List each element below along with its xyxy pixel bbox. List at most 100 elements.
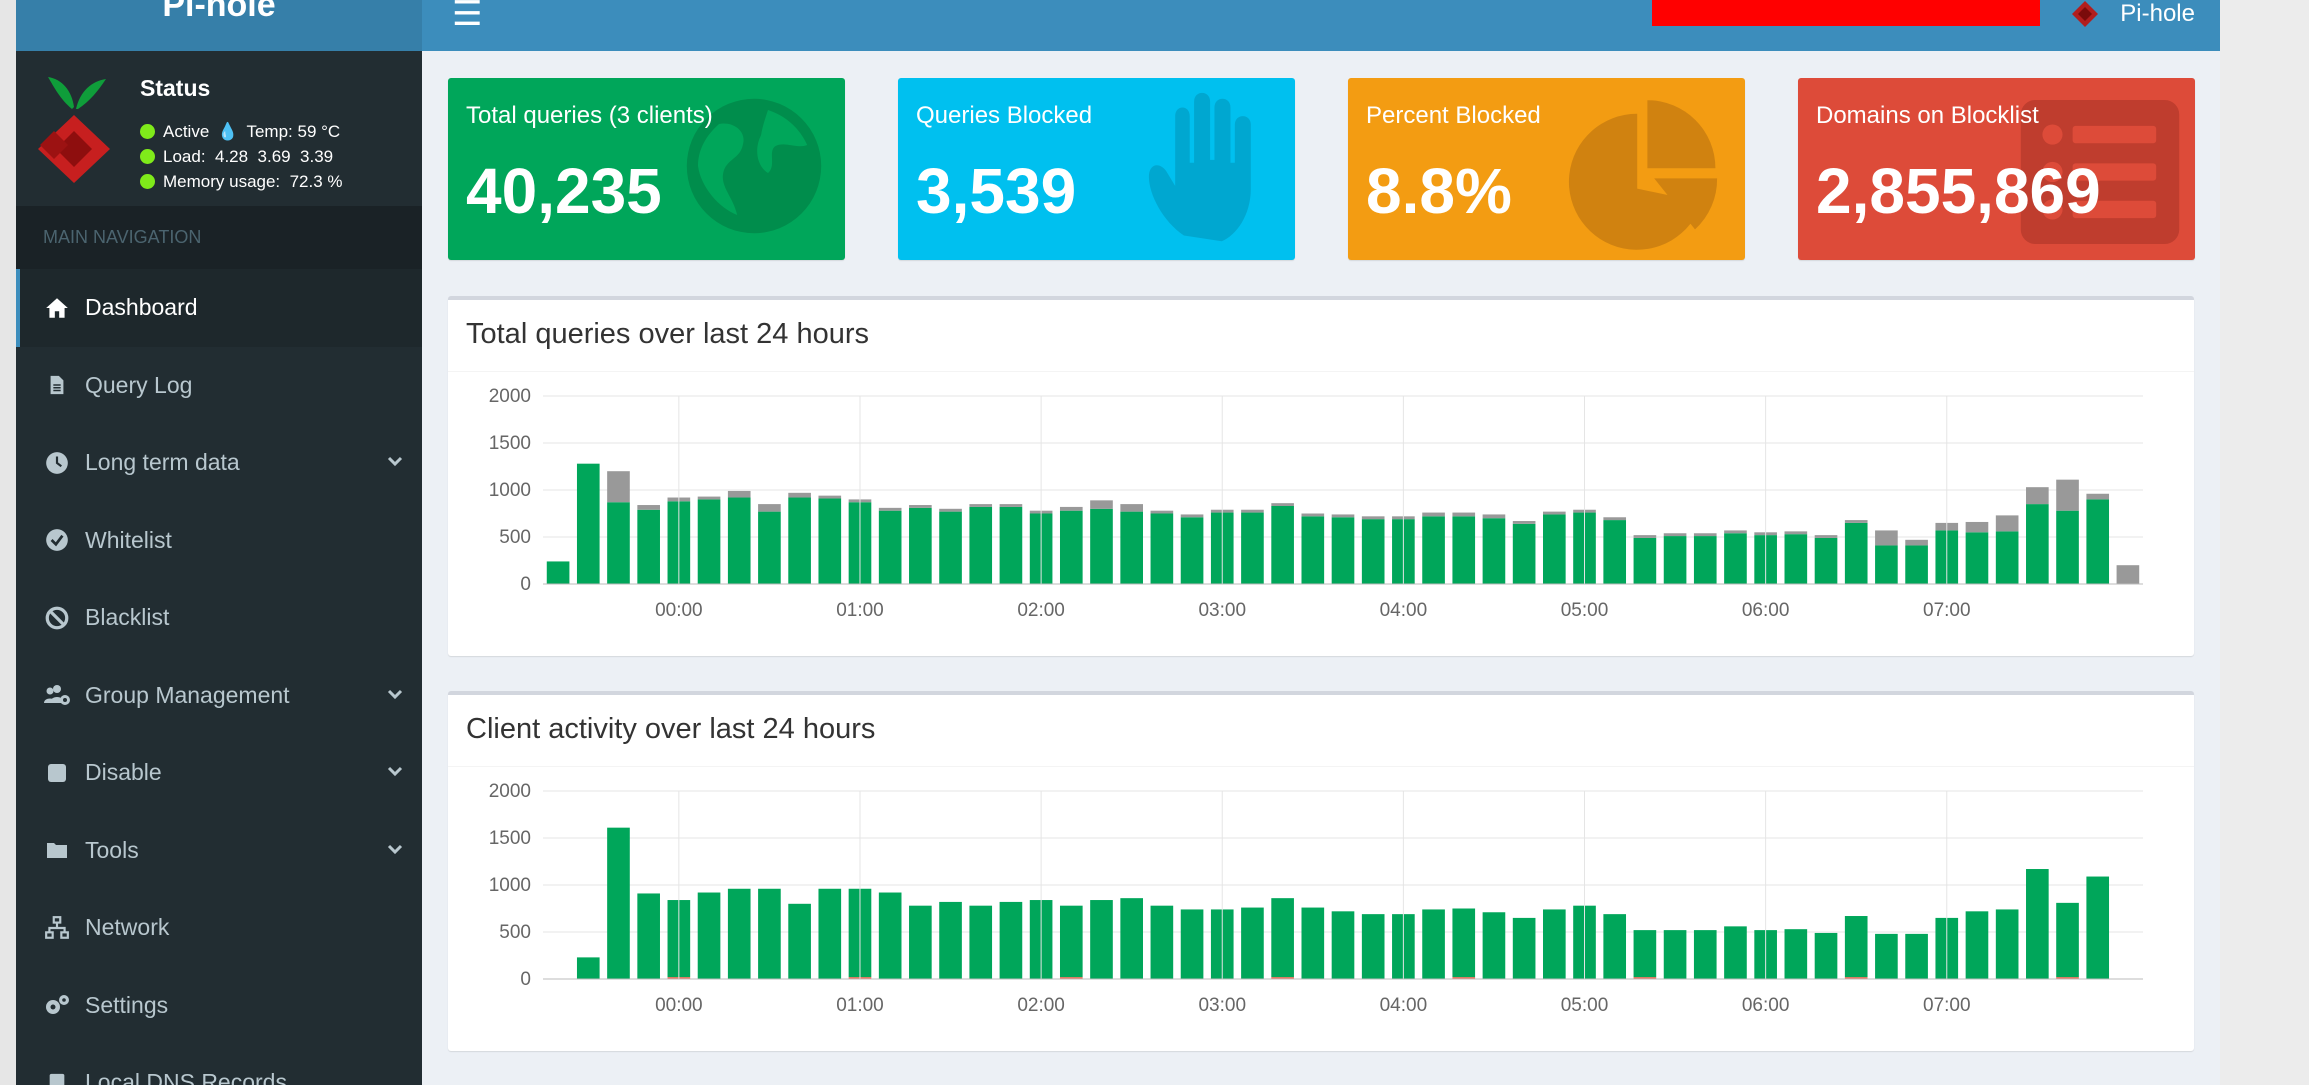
user-menu[interactable]: Pi-hole bbox=[2070, 0, 2195, 34]
sidebar-item-blacklist[interactable]: Blacklist bbox=[16, 579, 422, 657]
chart-bar bbox=[1059, 905, 1083, 978]
chart-bar bbox=[1059, 510, 1083, 584]
chart-bar bbox=[909, 507, 932, 584]
sidebar-item-network[interactable]: Network bbox=[16, 889, 422, 967]
total-queries-chart[interactable]: 2000 1500 1000 500 0 00:00 01:00 02:00 03:00 04:0… bbox=[448, 380, 2194, 650]
sidebar-item-label: Disable bbox=[85, 759, 162, 786]
sidebar-item-label: Tools bbox=[85, 836, 139, 863]
chevron-down-icon bbox=[387, 456, 403, 467]
chart-bar bbox=[1814, 535, 1838, 538]
queries-blocked-value: 3,539 bbox=[916, 155, 1077, 227]
status-memory: Memory usage: 72.3 % bbox=[163, 172, 343, 191]
chart-bar bbox=[1633, 930, 1657, 978]
total-queries-box[interactable]: Total queries (3 clients) 40,235 bbox=[448, 78, 845, 260]
chart-bar bbox=[788, 903, 811, 979]
sidebar-item-whitelist[interactable]: Whitelist bbox=[16, 502, 422, 580]
cogs-icon bbox=[43, 991, 71, 1019]
sidebar-item-query-log[interactable]: Query Log bbox=[16, 347, 422, 425]
sidebar-item-tools[interactable]: Tools bbox=[16, 812, 422, 890]
sidebar-item-long-term-data[interactable]: Long term data bbox=[16, 424, 422, 502]
chart-bar bbox=[1814, 932, 1838, 979]
x-tick-label: 01:00 bbox=[836, 600, 884, 621]
chart-bar bbox=[1271, 505, 1294, 584]
x-tick-label: 06:00 bbox=[1742, 600, 1790, 621]
chart-bar bbox=[1844, 977, 1868, 979]
queries-blocked-box[interactable]: Queries Blocked 3,539 bbox=[898, 78, 1295, 260]
chart-bar bbox=[909, 505, 932, 508]
chart-bar bbox=[2056, 510, 2079, 584]
logo-text: Pi-hole bbox=[162, 0, 276, 24]
chart-bar bbox=[2086, 493, 2110, 500]
memory-status-dot-icon bbox=[140, 174, 155, 189]
chart-bar bbox=[2056, 479, 2079, 511]
chart-bar bbox=[1482, 912, 1506, 979]
percent-blocked-box[interactable]: Percent Blocked 8.8% bbox=[1348, 78, 1745, 260]
chart-bar bbox=[818, 495, 842, 499]
domains-on-blocklist-label: Domains on Blocklist bbox=[1816, 102, 2039, 129]
logo[interactable]: Pi-hole bbox=[16, 0, 422, 51]
chart-bar bbox=[1543, 511, 1566, 515]
y-tick-label: 500 bbox=[499, 922, 531, 943]
chart-bar bbox=[1603, 517, 1627, 521]
chart-bar bbox=[1693, 930, 1717, 979]
chart-bar bbox=[1844, 520, 1868, 523]
chart-bar bbox=[1180, 517, 1204, 584]
chart-bar bbox=[1633, 537, 1657, 584]
sidebar-item-settings[interactable]: Settings bbox=[16, 967, 422, 1045]
chart-bar bbox=[1603, 914, 1627, 979]
check-circle-icon bbox=[43, 526, 71, 554]
ban-icon bbox=[43, 604, 71, 632]
status-lines: Active 💧 Temp: 59 °C Load: 4.28 3.69 3.3… bbox=[140, 119, 343, 194]
y-tick-label: 500 bbox=[499, 527, 531, 548]
clock-icon bbox=[43, 449, 71, 477]
chart-bar bbox=[999, 506, 1023, 584]
chart-bar bbox=[939, 511, 962, 584]
sidebar-item-label: Group Management bbox=[85, 681, 290, 708]
y-tick-label: 1000 bbox=[489, 480, 531, 501]
chart-bar bbox=[1512, 521, 1536, 524]
total-queries-chart-box: Total queries over last 24 hours 2000 150… bbox=[448, 296, 2194, 656]
total-queries-label: Total queries (3 clients) bbox=[466, 102, 713, 129]
status-memory-line: Memory usage: 72.3 % bbox=[140, 169, 343, 194]
chart-divider bbox=[448, 766, 2194, 767]
x-tick-label: 00:00 bbox=[655, 600, 703, 621]
chart-bar bbox=[576, 463, 600, 584]
sidebar-item-label: Network bbox=[85, 914, 170, 941]
domains-on-blocklist-box[interactable]: Domains on Blocklist 2,855,869 bbox=[1798, 78, 2195, 260]
chart-title: Total queries over last 24 hours bbox=[466, 318, 869, 350]
chart-bar bbox=[697, 892, 721, 979]
sidebar-item-local-dns-records[interactable]: Local DNS Records bbox=[16, 1044, 422, 1085]
chart-bar bbox=[1241, 907, 1264, 979]
chart-bar bbox=[788, 497, 811, 584]
chart-bar bbox=[1271, 977, 1294, 979]
chart-bar bbox=[1452, 977, 1476, 979]
chart-bar bbox=[1331, 514, 1355, 518]
sidebar-item-group-management[interactable]: Group Management bbox=[16, 657, 422, 735]
chart-bar bbox=[1905, 545, 1928, 584]
chart-bar bbox=[1512, 523, 1536, 584]
client-activity-chart[interactable]: 2000 1500 1000 500 0 00:00 01:00 02:00 03:00 04:0… bbox=[448, 775, 2194, 1045]
x-tick-label: 04:00 bbox=[1380, 600, 1428, 621]
chart-bar bbox=[788, 492, 811, 498]
sidebar-item-label: Local DNS Records bbox=[85, 1069, 287, 1085]
chart-bar bbox=[697, 496, 721, 500]
sidebar-item-disable[interactable]: Disable bbox=[16, 734, 422, 812]
chart-bar bbox=[1844, 916, 1868, 978]
chart-bar bbox=[1422, 516, 1445, 584]
chart-bar bbox=[2026, 504, 2049, 584]
chart-bar bbox=[2026, 487, 2049, 505]
chart-bar bbox=[607, 471, 630, 503]
chart-bar bbox=[2086, 876, 2110, 979]
chevron-down-icon bbox=[387, 689, 403, 699]
status-load-line: Load: 4.28 3.69 3.39 bbox=[140, 144, 343, 169]
y-tick-label: 2000 bbox=[489, 386, 531, 407]
chart-bar bbox=[1150, 510, 1174, 514]
y-tick-label: 1500 bbox=[489, 828, 531, 849]
chart-bar bbox=[1059, 506, 1083, 511]
sidebar-item-dashboard[interactable]: Dashboard bbox=[16, 269, 422, 347]
active-status-dot-icon bbox=[140, 124, 155, 139]
chevron-down-icon bbox=[387, 844, 403, 854]
sidebar-toggle-icon[interactable]: ☰ bbox=[452, 0, 483, 33]
x-tick-label: 05:00 bbox=[1561, 600, 1609, 621]
chart-bar bbox=[1241, 512, 1264, 584]
